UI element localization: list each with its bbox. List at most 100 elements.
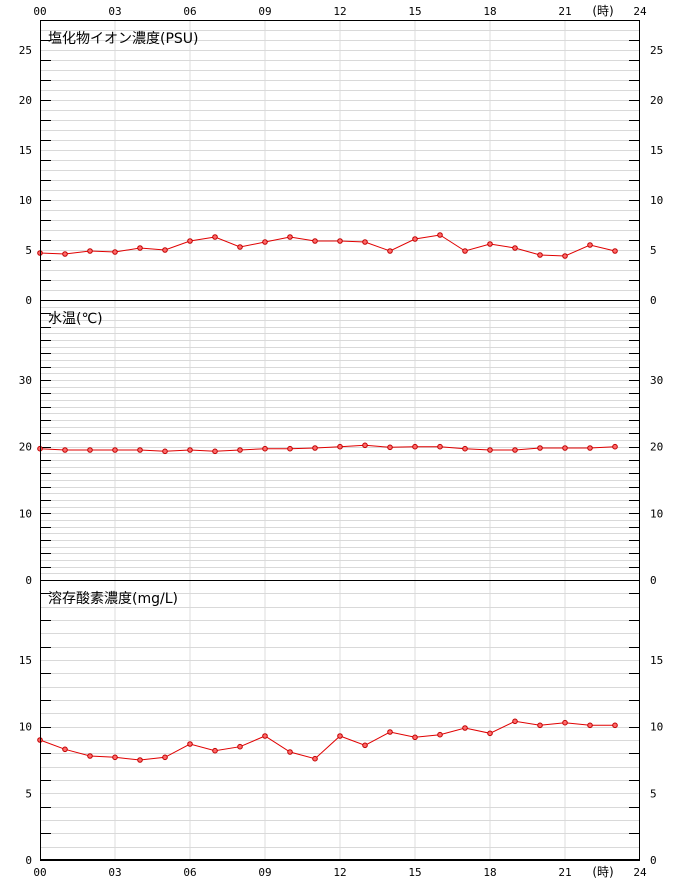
x-tick-label-bottom: 09 — [258, 866, 271, 879]
y-tick-label-left: 20 — [19, 94, 32, 107]
data-point — [487, 730, 493, 737]
data-point — [62, 447, 68, 453]
data-point — [412, 734, 418, 741]
y-tick-label-right: 0 — [650, 574, 657, 587]
data-point — [537, 252, 543, 258]
x-unit-label-top: (時) — [592, 4, 613, 18]
data-point — [137, 447, 143, 453]
y-tick-label-right: 15 — [650, 144, 663, 157]
data-point — [537, 445, 543, 451]
data-point — [462, 725, 468, 731]
data-point — [212, 747, 218, 754]
data-point — [162, 448, 168, 455]
series-line — [39, 234, 616, 257]
x-tick-label-top: 21 — [558, 5, 571, 18]
data-point — [437, 731, 443, 738]
data-point — [212, 448, 218, 455]
data-point — [162, 247, 168, 253]
data-point — [87, 447, 93, 453]
x-tick-label-top: 18 — [483, 5, 496, 18]
data-point — [262, 445, 268, 452]
data-point — [87, 248, 93, 254]
data-point — [462, 248, 468, 254]
data-point — [312, 238, 318, 244]
data-point — [312, 445, 318, 451]
y-tick-label-left: 10 — [19, 721, 32, 734]
series-line — [39, 444, 616, 452]
data-point — [212, 234, 218, 240]
x-tick-label-top: 00 — [33, 5, 46, 18]
data-point — [362, 742, 368, 749]
y-tick-label-left: 0 — [25, 574, 32, 587]
x-tick-label-bottom: 18 — [483, 866, 496, 879]
data-point — [112, 447, 118, 453]
y-tick-label-left: 10 — [19, 507, 32, 520]
x-tick-label-top: 03 — [108, 5, 121, 18]
data-point — [537, 722, 543, 729]
data-point — [287, 749, 293, 755]
data-point — [137, 245, 143, 251]
y-tick-label-left: 5 — [25, 787, 32, 800]
panel-title: 溶存酸素濃度(mg/L) — [48, 591, 178, 607]
data-point — [437, 232, 443, 238]
y-tick-label-right: 10 — [650, 507, 663, 520]
data-point — [412, 443, 418, 450]
y-tick-label-left: 15 — [19, 654, 32, 667]
data-point — [237, 244, 243, 250]
x-unit-label-bottom: (時) — [592, 865, 613, 879]
data-point — [162, 754, 168, 761]
data-point — [337, 238, 343, 244]
data-point — [612, 248, 618, 254]
y-tick-label-right: 30 — [650, 374, 663, 387]
data-point — [387, 729, 393, 735]
data-point — [187, 447, 193, 453]
data-point — [437, 443, 443, 450]
data-point — [512, 245, 518, 251]
x-tick-label-bottom: 24 — [633, 866, 647, 879]
data-point — [587, 445, 593, 451]
y-tick-label-right: 20 — [650, 441, 663, 454]
x-tick-label-bottom: 03 — [108, 866, 121, 879]
y-tick-label-left: 0 — [25, 294, 32, 307]
y-tick-label-left: 25 — [19, 44, 32, 57]
data-point — [487, 447, 493, 453]
data-point — [512, 718, 518, 725]
y-tick-label-right: 0 — [650, 854, 657, 867]
data-point — [562, 445, 568, 451]
y-tick-label-right: 0 — [650, 294, 657, 307]
y-tick-label-right: 5 — [650, 787, 657, 800]
data-point — [587, 242, 593, 248]
data-point — [262, 733, 268, 739]
panel-2 — [37, 307, 640, 581]
y-tick-label-left: 0 — [25, 854, 32, 867]
panel-title: 塩化物イオン濃度(PSU) — [48, 31, 199, 47]
data-point — [612, 443, 618, 450]
data-point — [562, 253, 568, 259]
data-point — [112, 754, 118, 761]
y-tick-label-left: 10 — [19, 194, 32, 207]
y-tick-label-left: 5 — [25, 244, 32, 257]
y-tick-label-left: 15 — [19, 144, 32, 157]
x-tick-label-top: 09 — [258, 5, 271, 18]
y-tick-label-left: 20 — [19, 441, 32, 454]
x-tick-label-bottom: 06 — [183, 866, 196, 879]
y-tick-label-right: 25 — [650, 44, 663, 57]
x-tick-label-top: 15 — [408, 5, 421, 18]
data-point — [87, 753, 93, 759]
data-point — [487, 241, 493, 247]
data-point — [387, 444, 393, 451]
series-line — [39, 720, 615, 761]
plot-frame — [40, 20, 640, 860]
y-tick-label-right: 15 — [650, 654, 663, 667]
data-point — [237, 447, 243, 453]
panel-1 — [37, 30, 640, 301]
x-tick-label-top: 12 — [333, 5, 346, 18]
data-point — [187, 741, 193, 747]
data-point — [137, 757, 143, 763]
data-point — [62, 251, 68, 257]
data-point — [512, 447, 518, 453]
panel-3 — [37, 593, 640, 861]
data-point — [312, 755, 318, 762]
panel-title: 水温(℃) — [48, 311, 103, 327]
